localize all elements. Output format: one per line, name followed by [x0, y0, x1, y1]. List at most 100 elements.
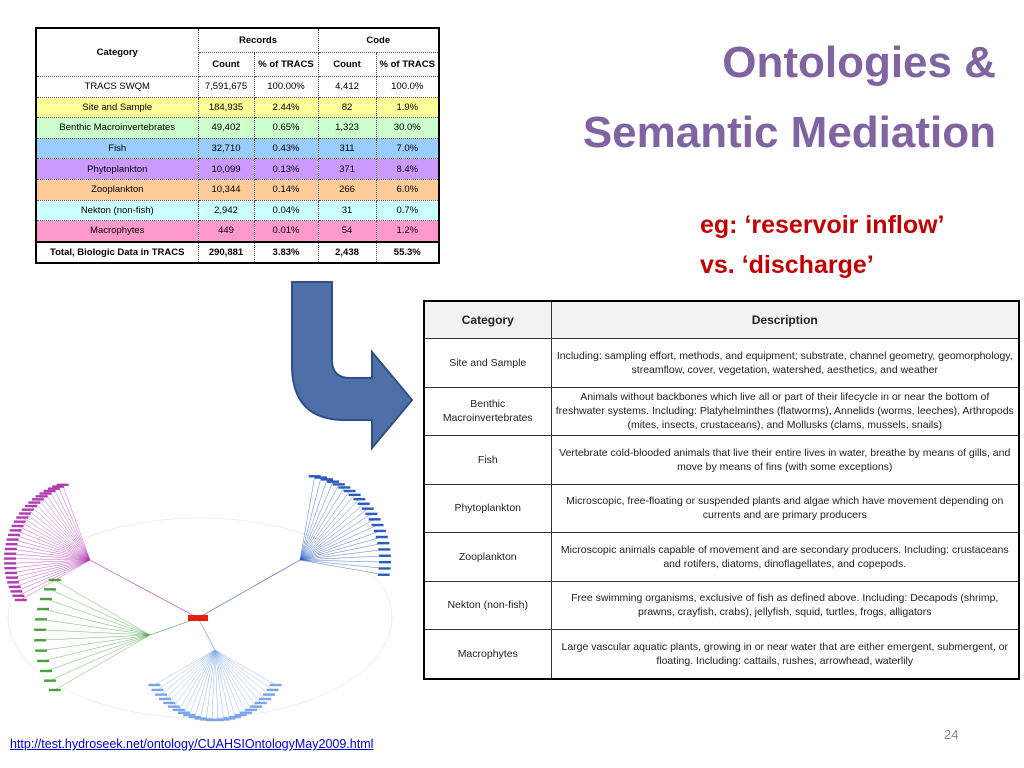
table-row: Zooplankton 10,344 0.14% 266 6.0%	[35, 178, 440, 201]
graph-edge	[299, 559, 385, 569]
graph-edge	[54, 579, 151, 636]
table-row: TRACS SWQM 7,591,675 100.00% 4,412 100.0%	[35, 76, 440, 98]
table-cell: 0.43%	[253, 137, 319, 160]
graph-node	[321, 478, 334, 481]
graph-node	[262, 693, 275, 696]
table-row: Zooplankton Microscopic animals capable o…	[423, 532, 1020, 582]
graph-node	[163, 701, 176, 705]
graph-node	[5, 576, 18, 579]
table-cell: 2,438	[317, 240, 377, 264]
graph-edge	[299, 530, 380, 561]
header-cell: Count	[317, 52, 377, 77]
graph-edge	[299, 519, 375, 561]
graph-edge	[49, 634, 151, 681]
graph-node	[8, 585, 21, 589]
graph-edge	[214, 649, 270, 695]
graph-node	[155, 693, 168, 696]
graph-edge	[13, 559, 91, 583]
link[interactable]: http://test.hydroseek.net/ontology/CUAHS…	[10, 737, 374, 751]
graph-edge	[10, 559, 91, 569]
graph-node	[188, 715, 201, 719]
graph-node	[12, 594, 25, 597]
table-cell: 8.4%	[375, 158, 440, 180]
graph-node	[40, 597, 53, 601]
graph-edge	[206, 649, 216, 720]
graph-edge	[54, 634, 151, 691]
graph-edge	[200, 649, 216, 719]
graph-edge	[34, 502, 91, 561]
table-cell: Including: sampling effort, methods, and…	[550, 338, 1020, 388]
header-cell: Records	[197, 27, 319, 53]
graph-node	[7, 581, 20, 584]
table-cell: Macrophytes	[423, 629, 552, 679]
graph-edge	[214, 649, 273, 691]
graph-node	[28, 501, 41, 504]
header-row: Category Description	[423, 300, 1020, 339]
table-cell: 3.83%	[253, 240, 319, 264]
graph-node	[361, 507, 374, 510]
graph-node	[254, 701, 267, 705]
table-row: Fish Vertebrate cold-blooded animals that…	[423, 435, 1020, 485]
graph-node	[9, 529, 22, 532]
graph-node	[327, 480, 340, 483]
table-cell: 10,344	[197, 178, 255, 201]
table-cell: Microscopic, free-floating or suspended …	[550, 483, 1020, 533]
graph-edge	[211, 649, 216, 720]
table-cell: Fish	[423, 435, 552, 485]
graph-node	[167, 705, 180, 708]
graph-edge	[19, 521, 91, 561]
arrow	[291, 281, 414, 451]
graph-node	[43, 588, 56, 591]
table-cell: 1.9%	[375, 96, 440, 119]
graph-edge	[169, 649, 216, 704]
graph-edge	[164, 649, 216, 700]
table-cell: 31	[317, 199, 377, 222]
graph-edge	[37, 499, 91, 561]
table-cell: 2.44%	[253, 96, 319, 119]
header-cell: % of TRACS	[375, 52, 440, 77]
graph-edge	[24, 513, 91, 561]
graph-node	[343, 489, 356, 493]
graph-node	[35, 618, 48, 621]
graph-node	[4, 566, 17, 570]
graph-edge	[299, 559, 384, 575]
table-cell: 55.3%	[375, 240, 440, 264]
graph-node	[172, 708, 185, 712]
graph-node	[348, 493, 361, 497]
graph-root	[188, 615, 208, 621]
graph-node	[43, 679, 56, 682]
graph-edge	[214, 649, 266, 700]
table-row: Total, Biologic Data in TRACS 290,881 3.83…	[35, 240, 440, 264]
table-cell: 449	[197, 220, 255, 243]
table-cell: 49,402	[197, 117, 255, 139]
graph-edge	[11, 544, 91, 561]
table-cell: 32,710	[197, 137, 255, 160]
graph-edge	[299, 555, 385, 561]
table-cell: 0.01%	[253, 220, 319, 243]
graph-edge	[299, 508, 368, 561]
graph-node	[365, 512, 378, 516]
graph-node	[56, 483, 69, 487]
graph-edge	[49, 589, 151, 636]
graph-edge	[299, 477, 322, 561]
graph-edge	[10, 559, 91, 564]
graph-node	[269, 683, 282, 687]
graph-edge	[299, 479, 328, 561]
graph-node	[368, 518, 381, 521]
graph-edge	[299, 559, 385, 563]
table-cell: 10,099	[197, 158, 255, 180]
graph-node	[314, 476, 327, 479]
graph-edge	[214, 649, 247, 713]
graph-node	[183, 713, 196, 717]
table-cell: Benthic Macroinvertebrates	[35, 117, 199, 139]
table-cell: Zooplankton	[35, 178, 199, 201]
graph-edge	[214, 649, 252, 710]
graph-edge	[11, 559, 91, 574]
graph-edge	[299, 494, 355, 561]
header-cell: % of TRACS	[253, 52, 319, 77]
graph-edge	[11, 559, 91, 578]
graph-node	[378, 560, 391, 564]
graph-edge	[173, 649, 216, 707]
graph-node	[5, 571, 18, 575]
header-cell: Count	[197, 52, 255, 77]
